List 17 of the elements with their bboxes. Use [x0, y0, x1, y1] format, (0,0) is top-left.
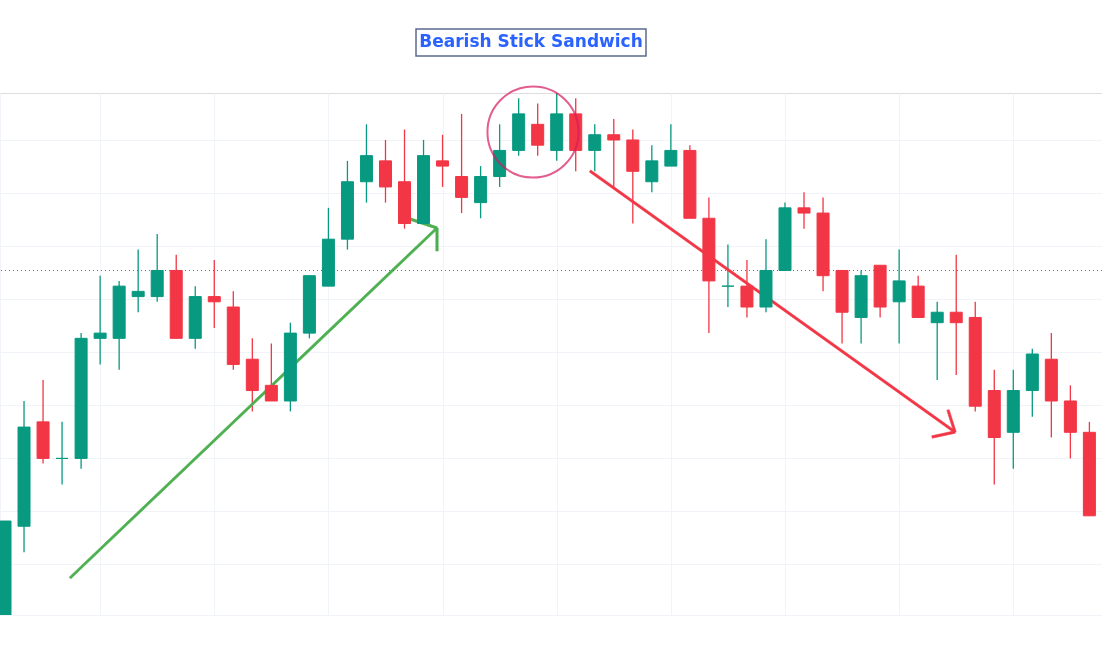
- candlestick: [930, 301, 944, 381]
- candlestick: [607, 118, 621, 188]
- candlestick: [645, 144, 659, 193]
- chart-title: Bearish Stick Sandwich: [419, 31, 643, 51]
- candlestick: [436, 134, 450, 188]
- candlestick: [55, 421, 69, 486]
- candlestick: [93, 275, 107, 366]
- candlestick: [588, 123, 602, 172]
- candlestick: [531, 102, 545, 157]
- candlestick: [740, 259, 754, 319]
- candlestick: [949, 254, 963, 376]
- candlestick: [264, 342, 278, 402]
- candlestick: [721, 243, 735, 308]
- candlestick: [664, 123, 678, 167]
- candlestick: [455, 113, 469, 214]
- candlestick: [207, 259, 221, 329]
- candlestick: [797, 191, 811, 230]
